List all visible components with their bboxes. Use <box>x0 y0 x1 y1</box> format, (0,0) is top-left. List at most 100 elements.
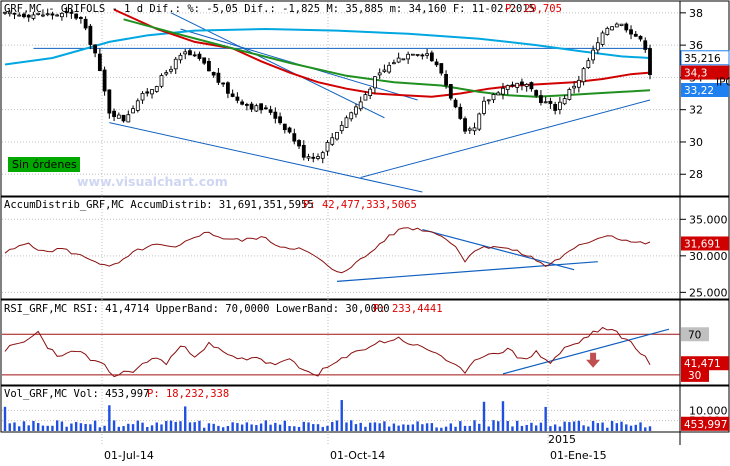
volume-bar <box>169 420 173 431</box>
volume-bar <box>112 420 116 431</box>
volume-bar <box>345 422 348 431</box>
volume-bar <box>46 425 49 431</box>
volume-bar <box>482 401 486 431</box>
volume-bar <box>478 423 481 431</box>
volume-bar <box>402 424 405 431</box>
volume-bar <box>184 406 187 431</box>
accum-trendline-1 <box>422 228 575 271</box>
candle-body <box>154 86 159 92</box>
year-label: 2015 <box>548 433 576 446</box>
volume-bar <box>359 422 362 431</box>
candle-body <box>116 114 121 119</box>
candle-body <box>88 25 93 45</box>
candle-body <box>382 69 387 72</box>
candle-body <box>548 100 553 104</box>
candle-body <box>595 42 600 51</box>
candle-body <box>22 13 26 18</box>
accum-tick-label: 30.000 <box>689 250 728 263</box>
volume-bar <box>421 424 424 431</box>
volume-bar <box>174 421 177 431</box>
candle-body <box>226 82 230 94</box>
volume-bar <box>288 425 291 431</box>
volume-bar <box>444 426 448 431</box>
candle-body <box>249 103 254 110</box>
accum-last-tag: 31,691 <box>684 238 721 250</box>
volume-bar <box>378 423 381 431</box>
candle-body <box>150 89 154 95</box>
price-tick-label: 38 <box>689 7 703 20</box>
volume-bar <box>32 420 35 431</box>
candle-body <box>349 112 354 120</box>
candle-body <box>188 50 192 56</box>
candle-body <box>373 76 377 89</box>
volume-bar <box>606 427 609 431</box>
candle-body <box>259 103 264 111</box>
candle-body <box>415 53 420 56</box>
candle-body <box>501 87 505 95</box>
candle-body <box>581 68 586 83</box>
candle-body <box>145 91 150 94</box>
candle-body <box>292 133 297 142</box>
accum-last-tag-bg <box>681 236 729 251</box>
candle-body <box>396 57 401 63</box>
rsi-panel <box>0 299 730 386</box>
volume-bar <box>516 420 519 431</box>
candle-body <box>406 53 411 60</box>
sma-slow-tag-bg <box>681 82 729 97</box>
volume-bar <box>463 425 467 431</box>
candle-body <box>17 14 22 17</box>
candle-body <box>301 144 306 158</box>
volume-bar <box>103 425 106 431</box>
price-header: GRF,MC - GRIFOLS - 1 d Dif.: %: -5,05 Di… <box>4 3 535 15</box>
candle-body <box>529 82 534 90</box>
volume-bar <box>534 425 538 431</box>
vol-last-tag: 453,997 <box>684 419 727 431</box>
candle-body <box>391 62 396 65</box>
volume-bar <box>582 425 585 431</box>
candle-body <box>344 117 349 128</box>
candle-body <box>638 35 643 40</box>
volume-bar <box>331 422 334 431</box>
candle-body <box>240 101 245 105</box>
candle-body <box>273 111 278 119</box>
rsi-band-tag: 30 <box>688 370 701 382</box>
candle-body <box>41 14 45 17</box>
volume-bar <box>587 426 590 431</box>
volume-bar <box>634 424 637 431</box>
volume-bar <box>150 425 154 431</box>
candle-body <box>335 131 339 140</box>
sma-slow-tag: 33,22 <box>684 85 714 97</box>
candle-body <box>235 96 240 101</box>
candle-body <box>515 82 520 88</box>
volume-bar <box>625 424 628 431</box>
candle-body <box>244 104 249 106</box>
candle-body <box>297 140 301 147</box>
candle-body <box>330 137 335 145</box>
candle-body <box>434 61 439 66</box>
candle-body <box>131 108 135 114</box>
volume-bar <box>468 425 471 431</box>
vol-tick-label: 10.000 <box>689 404 728 417</box>
candle-body <box>562 98 567 105</box>
close-tag-bg <box>681 65 729 80</box>
candle-body <box>173 58 178 70</box>
volume-bar <box>397 425 400 431</box>
price-tick-label: 36 <box>689 39 703 52</box>
volume-bar <box>108 405 111 431</box>
candle-body <box>45 13 50 16</box>
volume-bar <box>250 424 253 431</box>
volume-bar <box>435 427 438 431</box>
volume-bar <box>278 424 282 431</box>
candle-body <box>316 156 320 159</box>
candle-body <box>287 127 292 133</box>
volume-bar <box>596 423 600 431</box>
volume-bar <box>629 425 633 431</box>
candle-body <box>169 68 173 72</box>
candle-body <box>221 82 226 85</box>
candle-body <box>268 109 273 113</box>
candle-body <box>458 106 463 119</box>
candle-body <box>368 88 373 96</box>
candle-body <box>55 14 60 17</box>
candle-body <box>439 63 444 74</box>
sin-ordenes-badge[interactable] <box>8 157 80 172</box>
